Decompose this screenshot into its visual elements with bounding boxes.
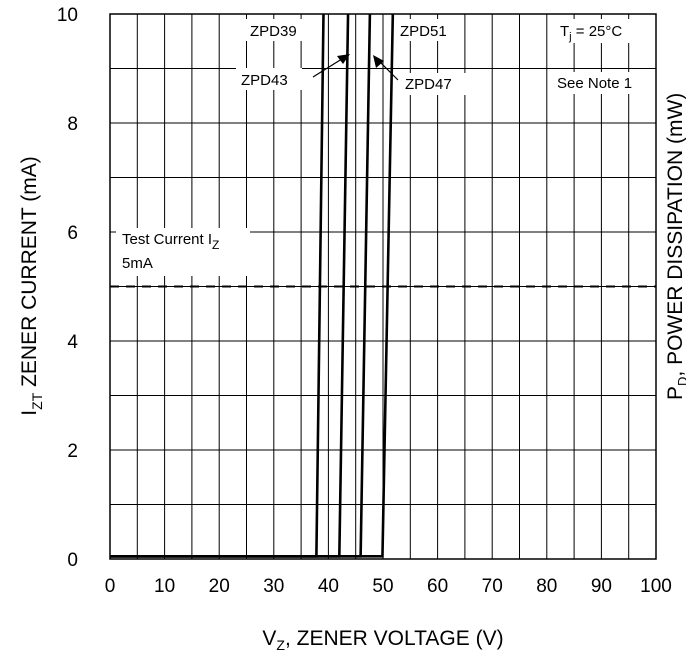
y-tick-label: 10 — [57, 5, 78, 26]
label-zpd39: ZPD39 — [250, 23, 297, 40]
y-tick-label: 6 — [67, 223, 78, 244]
x-tick-label: 100 — [640, 576, 672, 597]
series-layer — [110, 13, 395, 558]
label-zpd47: ZPD47 — [405, 76, 452, 93]
x-tick-label: 10 — [154, 576, 175, 597]
y-tick-label: 4 — [67, 332, 78, 353]
y-tick-label: 2 — [67, 441, 78, 462]
label-zpd51: ZPD51 — [400, 23, 447, 40]
right-axis-title-cropped: PD, POWER DISSIPATION (mW) — [664, 93, 686, 400]
x-tick-label: 80 — [536, 576, 557, 597]
label-box-zpd51 — [395, 19, 461, 41]
label-box-zpd43 — [236, 68, 302, 90]
label-tj: Tj = 25°C — [560, 23, 622, 43]
x-tick-label: 60 — [427, 576, 448, 597]
y-tick-label: 0 — [67, 550, 78, 571]
label-test-current-value: 5mA — [122, 255, 153, 272]
label-box-test-current — [116, 228, 250, 276]
x-tick-label: 70 — [482, 576, 503, 597]
label-see-note: See Note 1 — [557, 75, 632, 92]
x-tick-label: 90 — [591, 576, 612, 597]
series-line-zpd39 — [110, 13, 325, 558]
tick-label-layer: 0 10 20 30 40 50 60 70 80 90 100 0 2 4 6 8 10 — [57, 5, 672, 597]
label-box-zpd47 — [400, 73, 466, 95]
x-tick-label: 50 — [372, 576, 393, 597]
x-tick-label: 40 — [318, 576, 339, 597]
series-line-zpd43 — [110, 13, 350, 558]
label-box-zpd39 — [245, 19, 311, 41]
y-tick-label: 8 — [67, 114, 78, 135]
series-line-zpd51 — [110, 13, 395, 558]
arrow-zpd47 — [373, 55, 399, 81]
label-zpd43: ZPD43 — [241, 72, 288, 89]
label-box-note — [553, 72, 651, 94]
arrow-zpd43 — [312, 54, 350, 78]
x-axis-title: VZ, ZENER VOLTAGE (V) — [262, 627, 503, 653]
label-box-tj — [552, 19, 652, 43]
label-test-current: Test Current IZ — [122, 231, 219, 252]
annotation-layer: ZPD39 ZPD51 ZPD43 ZPD47 Tj = 25°C See No… — [116, 19, 652, 276]
x-tick-label: 20 — [209, 576, 230, 597]
x-tick-label: 30 — [263, 576, 284, 597]
series-line-zpd47 — [110, 13, 372, 558]
y-axis-title: IZT ZENER CURRENT (mA) — [18, 156, 45, 415]
x-tick-label: 0 — [105, 576, 116, 597]
